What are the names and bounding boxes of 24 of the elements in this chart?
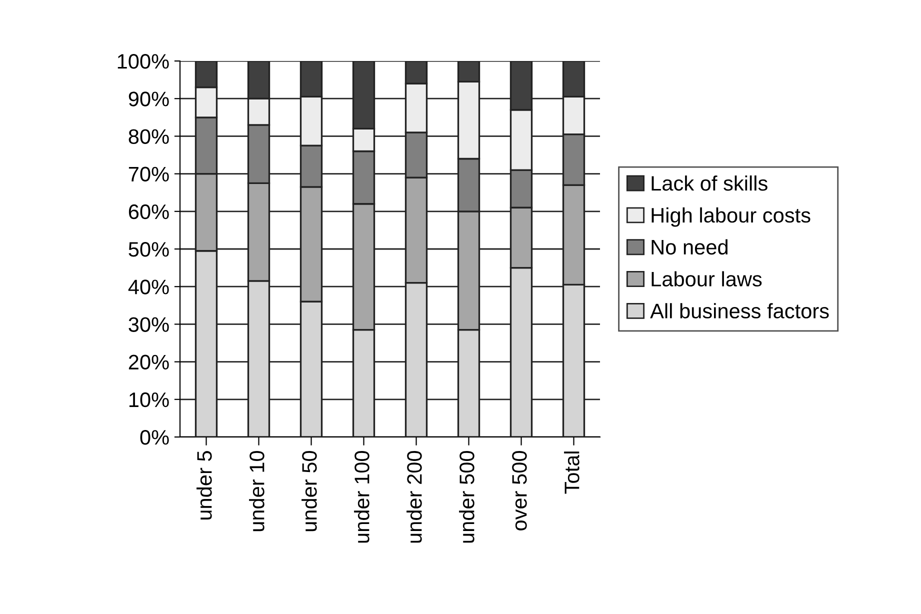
x-tick-label: Total xyxy=(564,452,580,494)
legend-label: Labour laws xyxy=(652,271,762,287)
y-tick-label: 0% xyxy=(140,430,169,445)
y-tick-label: 10% xyxy=(129,392,169,408)
legend-label: All business factors xyxy=(650,303,829,318)
y-tick-label: 40% xyxy=(128,280,169,294)
x-tick-label: under 200 xyxy=(406,451,422,543)
legend-label: High labour costs xyxy=(652,207,810,227)
y-tick-label: 90% xyxy=(128,92,169,106)
legend-label: Lack of skills xyxy=(652,175,768,191)
legend-label: No need xyxy=(652,239,728,255)
x-tick-label: over 500 xyxy=(512,451,527,530)
y-tick-label: 60% xyxy=(128,204,169,220)
y-tick-label: 70% xyxy=(128,166,169,182)
x-tick-label: under 5 xyxy=(196,451,212,520)
y-tick-label: 50% xyxy=(128,242,169,257)
y-tick-label: 80% xyxy=(128,129,169,144)
y-tick-label: 30% xyxy=(128,317,169,332)
x-tick-label: under 100 xyxy=(354,451,370,543)
x-tick-label: under 10 xyxy=(249,451,264,532)
y-tick-label: 20% xyxy=(128,354,169,370)
y-tick-label: 100% xyxy=(118,54,169,69)
x-tick-label: under 50 xyxy=(302,451,317,532)
x-tick-label: under 500 xyxy=(459,451,474,543)
